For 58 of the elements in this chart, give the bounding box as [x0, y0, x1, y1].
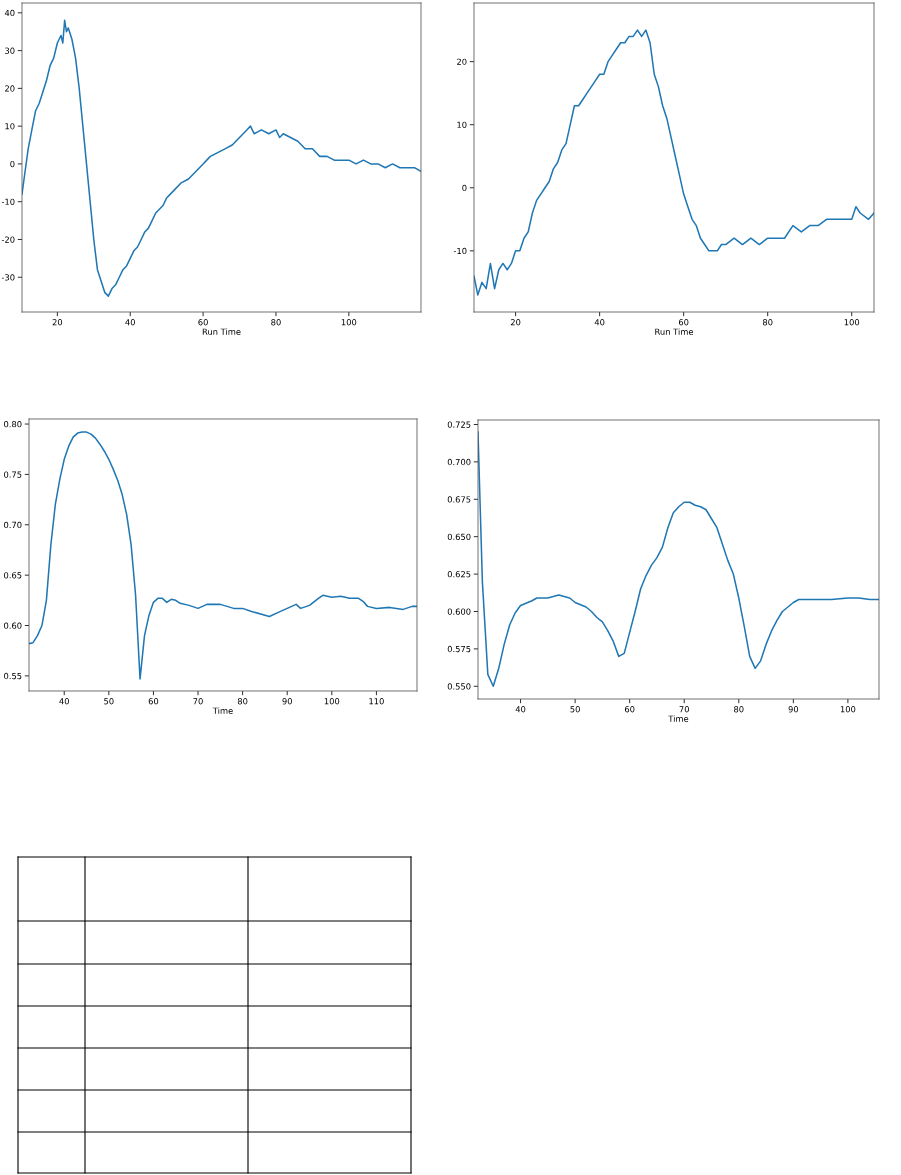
x-tick-label: 90 [282, 698, 292, 705]
x-axis-title: Time [212, 707, 233, 714]
x-tick-label: 100 [324, 698, 340, 705]
y-tick-label: 0.550 [447, 683, 471, 690]
x-tick-label: 40 [594, 319, 605, 326]
y-tick-label: -10 [1, 198, 15, 205]
y-tick-label: 10 [457, 121, 467, 128]
x-tick-label: 50 [104, 698, 114, 705]
x-tick-label: 100 [840, 706, 856, 713]
y-tick-label: 40 [4, 9, 15, 17]
y-tick-label: 0.80 [4, 421, 22, 428]
y-tick-label: 0 [10, 160, 15, 168]
y-tick-label: 0.625 [447, 571, 471, 578]
y-tick-label: -30 [1, 274, 15, 281]
y-tick-label: 0.60 [4, 622, 22, 629]
x-axis-title: Run Time [655, 328, 694, 335]
x-tick-label: 80 [734, 706, 744, 713]
x-tick-label: 40 [515, 706, 526, 713]
x-tick-label: 90 [788, 706, 799, 713]
x-tick-label: 80 [237, 698, 248, 705]
x-tick-label: 80 [271, 319, 281, 326]
x-tick-label: 40 [59, 698, 69, 705]
x-tick-label: 70 [679, 706, 689, 713]
y-tick-label: 0.75 [4, 471, 22, 478]
x-tick-label: 110 [369, 698, 384, 705]
y-tick-label: 0.650 [447, 533, 471, 540]
y-tick-label: -20 [1, 236, 15, 243]
x-tick-label: 100 [341, 319, 357, 326]
x-axis-title: Run Time [202, 328, 241, 335]
y-tick-label: 10 [5, 123, 15, 130]
x-tick-label: 100 [844, 319, 860, 326]
x-tick-label: 50 [570, 706, 580, 713]
y-tick-label: 0.575 [447, 645, 471, 653]
y-tick-label: 0.65 [4, 572, 22, 579]
y-tick-label: 0.700 [447, 458, 471, 466]
y-tick-label: 20 [457, 58, 467, 65]
x-tick-label: 70 [193, 698, 203, 705]
x-tick-label: 40 [125, 319, 135, 326]
y-tick-label: 0 [462, 184, 467, 192]
x-axis-title: Time [668, 715, 689, 722]
line-series [22, 19, 421, 297]
y-tick-label: 0.675 [447, 496, 471, 503]
x-tick-label: 20 [510, 319, 521, 326]
x-tick-label: 60 [198, 319, 208, 326]
y-tick-label: 0.725 [447, 421, 471, 428]
y-tick-label: 0.55 [4, 672, 22, 680]
line-series [29, 431, 417, 680]
y-tick-label: 30 [5, 47, 15, 54]
y-tick-label: 20 [5, 85, 15, 92]
x-tick-label: 60 [678, 319, 689, 326]
y-tick-label: 0.70 [4, 521, 22, 529]
y-tick-label: -10 [453, 247, 467, 255]
x-tick-label: 60 [624, 706, 635, 713]
x-tick-label: 60 [148, 698, 159, 705]
x-tick-label: 20 [52, 319, 63, 326]
line-series [474, 29, 874, 296]
x-tick-label: 80 [762, 319, 773, 326]
y-tick-label: 0.600 [447, 608, 471, 615]
